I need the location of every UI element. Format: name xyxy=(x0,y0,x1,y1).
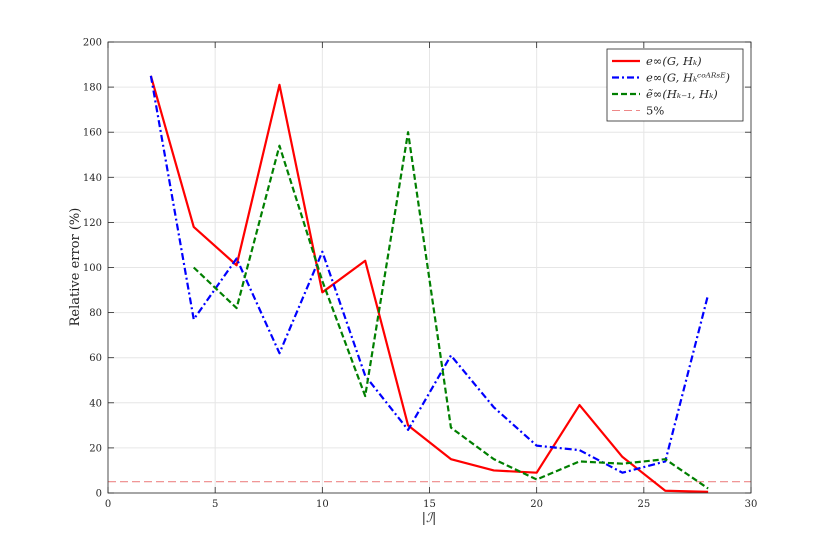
y-tick-label: 80 xyxy=(89,308,102,319)
legend-label-0: e∞(G, Hₖ) xyxy=(646,54,702,68)
x-axis-label: |ℐ| xyxy=(422,511,437,526)
y-axis-label: Relative error (%) xyxy=(68,208,83,327)
legend-label-2: ẽ∞(Hₖ₋₁, Hₖ) xyxy=(646,87,718,101)
y-tick-label: 40 xyxy=(89,398,102,409)
y-tick-label: 100 xyxy=(83,263,102,274)
y-tick-label: 200 xyxy=(83,38,102,49)
x-tick-label: 15 xyxy=(423,499,436,510)
legend-label-3: 5% xyxy=(646,104,664,118)
x-tick-label: 5 xyxy=(212,499,218,510)
legend: e∞(G, Hₖ) e∞(G, Hₖᶜᵒᴬᴿˢᴱ) ẽ∞(Hₖ₋₁, Hₖ) 5% xyxy=(607,49,743,121)
x-tick-label: 30 xyxy=(745,499,758,510)
y-tick-label: 120 xyxy=(83,218,102,229)
x-tick-label: 10 xyxy=(316,499,329,510)
y-tick-label: 60 xyxy=(89,353,102,364)
x-tick-label: 20 xyxy=(530,499,543,510)
y-tick-label: 160 xyxy=(83,128,102,139)
y-tick-label: 0 xyxy=(96,489,102,500)
legend-label-1: e∞(G, Hₖᶜᵒᴬᴿˢᴱ) xyxy=(646,71,730,85)
y-tick-label: 20 xyxy=(89,443,102,454)
y-tick-label: 180 xyxy=(83,83,102,94)
y-tick-label: 140 xyxy=(83,173,102,184)
x-tick-label: 0 xyxy=(105,499,111,510)
x-tick-label: 25 xyxy=(637,499,650,510)
